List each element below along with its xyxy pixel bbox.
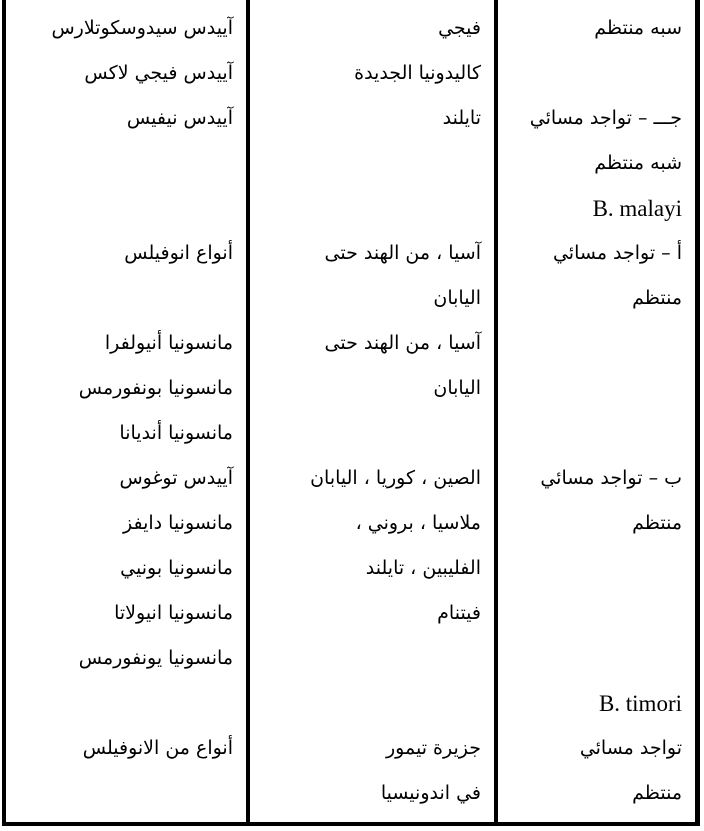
table-cell [260,636,481,681]
table-cell: الصين ، كوريا ، اليابان [310,467,481,489]
table-cell [504,366,682,411]
column-periodicity: سبه منتظم جـــ – تواجد مسائي شبه منتظم B… [498,0,695,822]
table-cell [12,141,233,186]
table-cell [12,771,233,816]
table-cell: آييدس توغوس [119,467,233,489]
table-cell [260,141,481,186]
table-cell: مانسونيا انيولاتا [114,602,233,624]
table-cell: اليابان [433,377,481,399]
table-cell [260,411,481,456]
table-cell: أ – تواجد مسائي [552,242,682,264]
column-divider [246,0,250,822]
species-name-b-malayi: B. malayi [592,196,682,221]
table-cell: مانسونيا أنديانا [119,422,233,444]
table-cell [260,681,481,726]
column-vectors: آييدس سيدوسكوتلارس آييدس فيجي لاكس آييدس… [6,0,246,822]
table-cell: مانسونيا بونفورمس [78,377,233,399]
table-cell [12,276,233,321]
table-cell: مانسونيا أنيولفرا [104,332,233,354]
table-cell: منتظم [632,287,682,309]
table-cell: ب – تواجد مسائي [540,467,682,489]
table-cell: تواجد مسائي [579,737,682,759]
table-cell: مانسونيا بونيي [120,557,233,579]
table-cell: شبه منتظم [594,152,682,174]
table-cell: سبه منتظم [594,17,682,39]
table-cell [504,321,682,366]
table-cell: آييدس نيفيس [126,107,233,129]
table-cell: آسيا ، من الهند حتى [324,332,482,354]
table-cell: منتظم [632,782,682,804]
table-cell: آسيا ، من الهند حتى [324,242,482,264]
table-cell [260,186,481,231]
table-cell: آييدس فيجي لاكس [84,62,233,84]
table-cell: مانسونيا دايفز [123,512,233,534]
column-divider [494,0,498,822]
table-cell: تايلند [442,107,481,129]
table-cell: أنواع انوفيلس [124,242,233,264]
table-cell: ملاسيا ، بروني ، [355,512,481,534]
table-cell [504,51,682,96]
species-name-b-timori: B. timori [598,691,682,716]
table-cell: فيتنام [437,602,481,624]
table-cell: في اندونيسيا [380,782,481,804]
table-cell [504,591,682,636]
table-cell: اليابان [433,287,481,309]
table-cell: جزيرة تيمور [386,737,481,759]
table-cell: منتظم [632,512,682,534]
table-cell: آييدس سيدوسكوتلارس [51,17,233,39]
table-cell: كاليدونيا الجديدة [354,62,481,84]
table-cell [504,546,682,591]
table-cell [504,411,682,456]
table-cell: فيجي [438,17,481,39]
table-cell [12,186,233,231]
table-cell: أنواع من الانوفيلس [82,737,233,759]
table-cell: الفليبين ، تايلند [365,557,481,579]
table-cell [504,636,682,681]
column-distribution: فيجي كاليدونيا الجديدة تايلند آسيا ، من … [250,0,494,822]
table-cell: مانسونيا يونفورمس [78,647,233,669]
table-cell [12,681,233,726]
table-cell: جـــ – تواجد مسائي [529,107,682,129]
